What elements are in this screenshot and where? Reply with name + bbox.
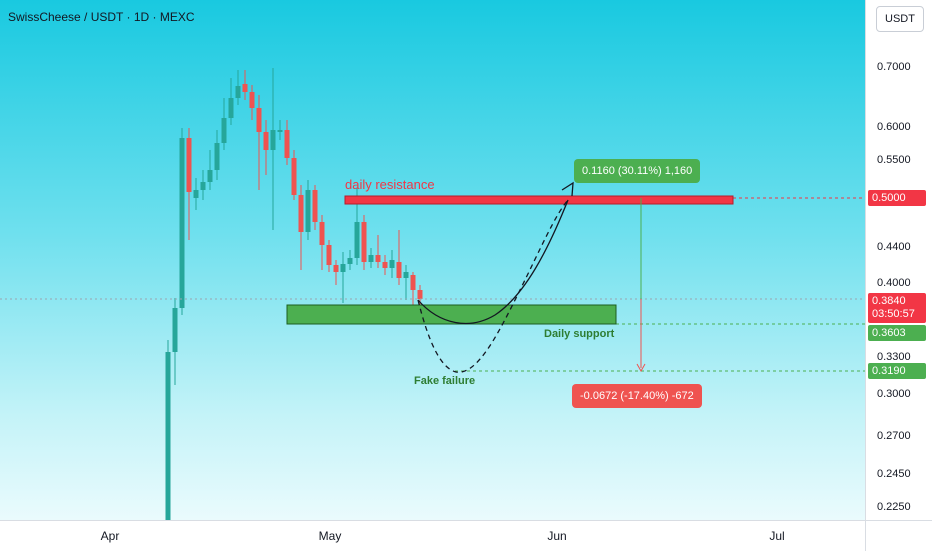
candle-countdown: 03:50:57: [872, 308, 915, 320]
projected-path-solid: [417, 199, 569, 325]
candle-body: [284, 130, 290, 158]
symbol-title: SwissCheese / USDT · 1D · MEXC: [8, 10, 195, 24]
candle-body: [410, 275, 416, 290]
downside-measure-box[interactable]: -0.0672 (-17.40%) -672: [572, 384, 702, 408]
candle-body: [333, 265, 339, 272]
y-tick-label: 0.4400: [877, 241, 911, 253]
y-tick-label: 0.6000: [877, 121, 911, 133]
candle-body: [368, 255, 374, 262]
candle-body: [340, 264, 346, 272]
candle-body: [200, 182, 206, 190]
candle-body: [263, 132, 269, 150]
x-tick-label: Jul: [769, 529, 785, 543]
candle-body: [214, 143, 220, 170]
downside-arrow-head: [636, 363, 646, 373]
candle-body: [319, 222, 325, 245]
candle-body: [165, 352, 171, 520]
support-label: Daily support: [544, 328, 615, 340]
target-low-price-tag: 0.3190: [868, 363, 926, 379]
resistance-label: daily resistance: [345, 177, 435, 192]
y-tick-label: 0.4000: [877, 277, 911, 289]
projected-path-dashed: [417, 199, 569, 373]
candle-body: [179, 138, 185, 308]
x-tick-label: May: [318, 529, 342, 543]
candle-body: [298, 195, 304, 232]
candle-body: [291, 158, 297, 195]
y-tick-label: 0.7000: [877, 61, 911, 73]
x-tick-label: Apr: [100, 529, 120, 543]
fake-failure-label: Fake failure: [414, 375, 476, 387]
current-price-tag: 0.3840 03:50:57: [868, 293, 926, 323]
candle-body: [186, 138, 192, 192]
axis-corner: [865, 520, 932, 551]
y-tick-label: 0.2250: [877, 501, 911, 513]
candle-body: [242, 84, 248, 92]
upside-measure-box[interactable]: 0.1160 (30.11%) 1,160: [574, 159, 701, 183]
y-tick-label: 0.2450: [877, 468, 911, 480]
candle-body: [417, 290, 423, 299]
y-tick-label: 0.3000: [877, 388, 911, 400]
candle-body: [207, 170, 213, 182]
chart-area[interactable]: [0, 0, 865, 520]
candle-body: [256, 108, 262, 132]
candlestick-plot[interactable]: [0, 0, 865, 520]
y-tick-label: 0.3300: [877, 351, 911, 363]
support-price-tag: 0.3603: [868, 325, 926, 341]
resistance-price-tag: 0.5000: [868, 190, 926, 206]
price-axis[interactable]: [865, 0, 932, 520]
candle-body: [172, 308, 178, 352]
candle-body: [305, 190, 311, 232]
currency-button[interactable]: USDT: [876, 6, 924, 32]
y-tick-label: 0.5500: [877, 154, 911, 166]
candle-body: [396, 262, 402, 278]
candle-body: [249, 92, 255, 108]
candle-body: [312, 190, 318, 222]
current-price-value: 0.3840: [872, 295, 906, 307]
candle-body: [361, 222, 367, 262]
projected-path-solid-arrow: [561, 181, 574, 197]
candle-body: [326, 245, 332, 265]
candle-body: [221, 118, 227, 143]
support-zone[interactable]: [286, 304, 617, 325]
time-axis[interactable]: [0, 520, 865, 551]
candle-body: [193, 190, 199, 198]
candle-body: [375, 255, 381, 262]
candle-body: [347, 258, 353, 264]
candle-body: [403, 272, 409, 278]
candle-body: [382, 262, 388, 268]
x-tick-label: Jun: [547, 529, 567, 543]
y-tick-label: 0.2700: [877, 430, 911, 442]
candle-body: [235, 86, 241, 98]
candles: [165, 68, 423, 520]
candle-body: [277, 130, 283, 132]
resistance-zone[interactable]: [344, 195, 734, 205]
candle-body: [389, 260, 395, 268]
candle-body: [354, 222, 360, 258]
candle-body: [270, 130, 276, 150]
candle-body: [228, 98, 234, 118]
